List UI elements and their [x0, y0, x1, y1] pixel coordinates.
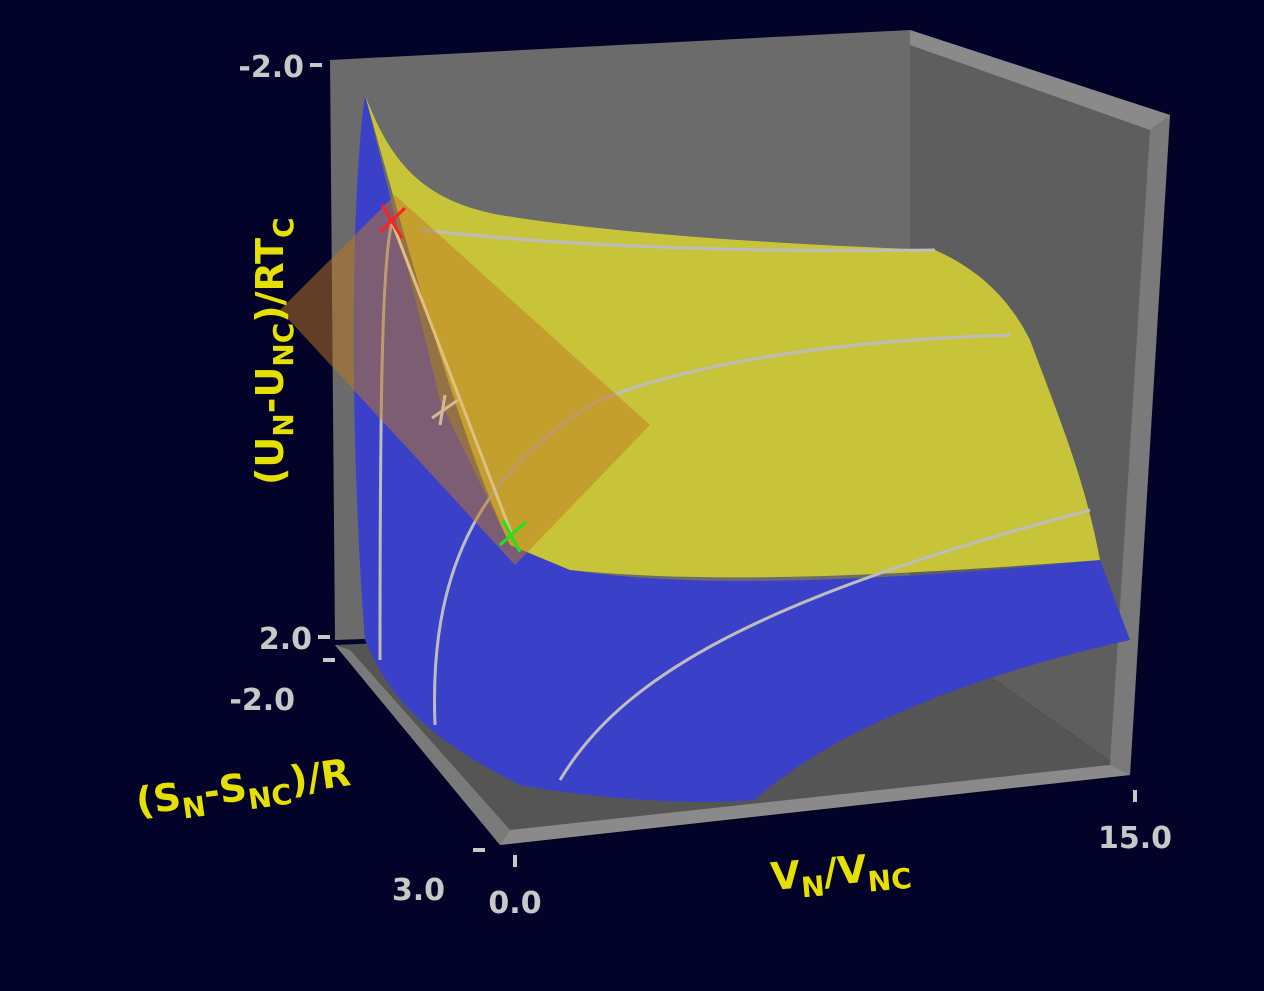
title-subscript: NC: [866, 862, 913, 899]
title-subscript: NC: [267, 323, 300, 367]
marker: [378, 204, 407, 239]
title-subscript: N: [267, 413, 300, 436]
surface-lower: [353, 95, 1130, 802]
title-part: )/RT: [248, 238, 292, 323]
tie-line: [390, 221, 514, 536]
frame-edge: [1110, 115, 1170, 775]
tick-label: -2.0: [238, 50, 304, 85]
tick-label: 0.0: [488, 886, 541, 921]
z-axis-title: (UN-UNC)/RTC: [248, 217, 300, 485]
marker: [499, 519, 527, 553]
title-subscript: C: [267, 217, 300, 238]
tick-label: 3.0: [392, 873, 445, 908]
title-subscript: N: [800, 869, 826, 904]
frame-edge: [335, 645, 510, 845]
x-axis-title: VN/VNC: [769, 843, 913, 907]
frame-edge: [910, 30, 1170, 130]
title-part: -S: [201, 765, 250, 815]
tick-label: 15.0: [1098, 821, 1172, 856]
marker: [431, 394, 459, 426]
title-part: (S: [133, 774, 183, 824]
title-part: V: [769, 853, 803, 899]
title-subscript: N: [180, 790, 208, 826]
title-subscript: NC: [246, 778, 294, 817]
title-part: (U: [248, 437, 292, 485]
title-part: )/R: [287, 750, 353, 802]
tick-label: -2.0: [229, 683, 295, 718]
tangent-plane: [280, 195, 650, 565]
y-axis-title: (SN-SNC)/R: [133, 750, 354, 832]
title-part: -U: [248, 367, 292, 414]
tick-label: 2.0: [259, 622, 312, 657]
frame-edge: [500, 765, 1130, 845]
title-part: /V: [822, 847, 870, 895]
